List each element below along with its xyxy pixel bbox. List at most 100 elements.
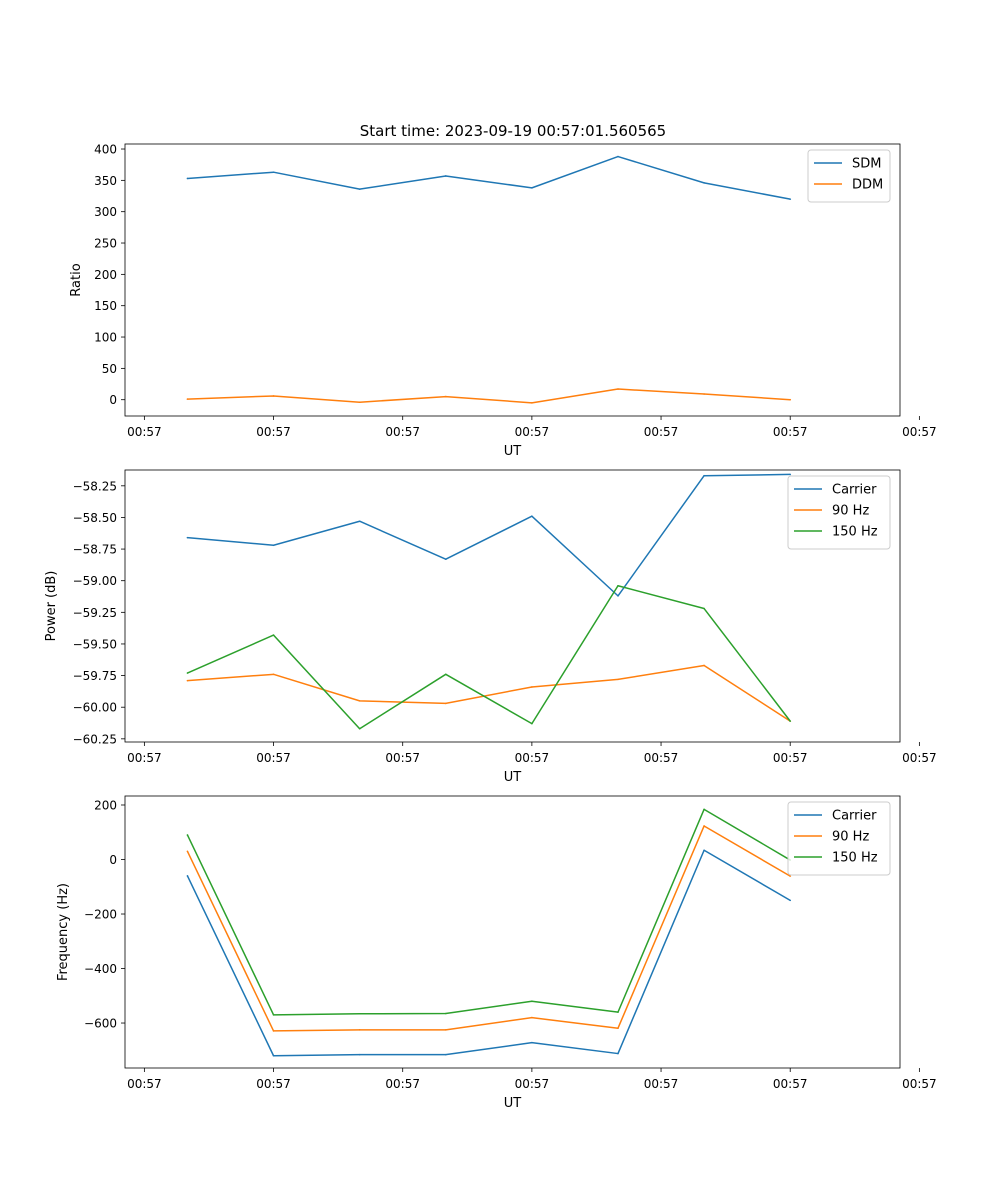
x-tick-label: 00:57 (515, 425, 550, 439)
data-point (789, 198, 792, 200)
x-tick-label: 00:57 (902, 425, 937, 439)
x-tick-label: 00:57 (127, 751, 162, 765)
x-tick-label: 00:57 (902, 1077, 937, 1091)
data-point (272, 1014, 275, 1016)
y-tick-label: 400 (94, 143, 117, 157)
data-point (617, 1052, 619, 1055)
data-point (272, 544, 275, 547)
data-point (358, 700, 361, 702)
series-line-150-hz (186, 808, 791, 1016)
data-point (703, 825, 705, 827)
data-point (531, 515, 533, 517)
x-axis-label: UT (504, 770, 522, 785)
y-tick-label: 0 (109, 393, 117, 407)
y-tick-label: −59.75 (73, 669, 117, 683)
data-point (789, 875, 792, 877)
data-point (358, 1012, 361, 1015)
series-line-90-hz (186, 825, 791, 1032)
data-point (272, 1030, 275, 1032)
legend-label: 90 Hz (832, 830, 869, 845)
data-point (186, 672, 189, 674)
y-tick-label: 250 (94, 237, 117, 251)
data-point (444, 1053, 447, 1056)
data-point (444, 558, 447, 560)
series-line-sdm (187, 155, 791, 200)
data-point (272, 673, 275, 676)
data-point (617, 1011, 619, 1013)
data-point (703, 182, 705, 184)
series-line-carrier (186, 849, 791, 1057)
y-tick-label: 0 (109, 853, 117, 867)
y-tick-label: −60.25 (73, 732, 117, 746)
y-tick-label: 50 (102, 362, 117, 376)
y-tick-label: −59.25 (73, 606, 117, 620)
data-point (358, 401, 361, 404)
data-point (531, 1041, 533, 1044)
data-point (444, 673, 447, 676)
x-tick-label: 00:57 (902, 751, 937, 765)
data-point (272, 395, 275, 397)
x-axis-label: UT (504, 444, 522, 459)
x-tick-label: 00:57 (773, 425, 808, 439)
axes-frame (124, 795, 901, 1069)
y-tick-label: −60.00 (73, 701, 117, 715)
data-point (444, 1012, 447, 1015)
data-point (531, 187, 533, 189)
data-point (272, 634, 275, 636)
data-point (703, 474, 705, 477)
legend: Carrier 90 Hz 150 Hz (787, 475, 891, 550)
legend-label: SDM (852, 157, 881, 172)
subplot-2: 00:57 00:57 00:57 00:57 00:57 00:57 00:57 −60.2… (44, 469, 937, 785)
x-axis-label: UT (504, 1096, 522, 1111)
data-point (444, 702, 447, 705)
x-tick-label: 00:57 (127, 425, 162, 439)
x-tick-label: 00:57 (127, 1077, 162, 1091)
x-tick-label: 00:57 (256, 425, 291, 439)
y-tick-label: 300 (94, 205, 117, 219)
x-tick-label: 00:57 (773, 1077, 808, 1091)
data-point (358, 1029, 361, 1031)
data-point (186, 177, 189, 180)
y-tick-label: 150 (94, 299, 117, 313)
data-point (186, 679, 189, 682)
figure-title: Start time: 2023-09-19 00:57:01.560565 (360, 122, 666, 140)
data-point (272, 1054, 275, 1057)
y-axis-label: Ratio (69, 263, 84, 296)
data-point (617, 155, 619, 158)
y-tick-label: −59.50 (73, 637, 117, 651)
y-axis-label: Power (dB) (44, 571, 59, 642)
data-point (186, 875, 189, 877)
x-tick-label: 00:57 (385, 425, 420, 439)
y-tick-label: −200 (84, 908, 117, 922)
y-tick-label: −58.25 (73, 479, 117, 493)
y-axis-label: Frequency (Hz) (56, 883, 71, 981)
series-line-90-hz (187, 664, 791, 722)
y-tick-label: 350 (94, 174, 117, 188)
data-point (617, 584, 619, 587)
data-point (358, 727, 361, 730)
data-point (703, 808, 705, 811)
x-tick-label: 00:57 (385, 751, 420, 765)
y-tick-label: −58.75 (73, 543, 117, 557)
data-point (531, 402, 533, 404)
x-tick-label: 00:57 (644, 1077, 679, 1091)
data-point (186, 834, 189, 836)
data-point (444, 175, 447, 177)
legend-label: 150 Hz (832, 851, 878, 866)
legend-label: 150 Hz (832, 525, 878, 540)
data-point (617, 678, 619, 681)
axes-frame (124, 469, 901, 743)
legend: Carrier 90 Hz 150 Hz (787, 801, 891, 876)
data-point (358, 188, 361, 190)
data-point (272, 171, 275, 173)
data-point (703, 664, 705, 667)
data-point (531, 722, 533, 725)
axes-frame (124, 143, 901, 417)
x-tick-label: 00:57 (256, 751, 291, 765)
data-point (789, 398, 792, 401)
y-tick-label: −58.50 (73, 511, 117, 525)
data-point (531, 1000, 533, 1003)
x-tick-label: 00:57 (773, 751, 808, 765)
data-point (186, 850, 189, 853)
